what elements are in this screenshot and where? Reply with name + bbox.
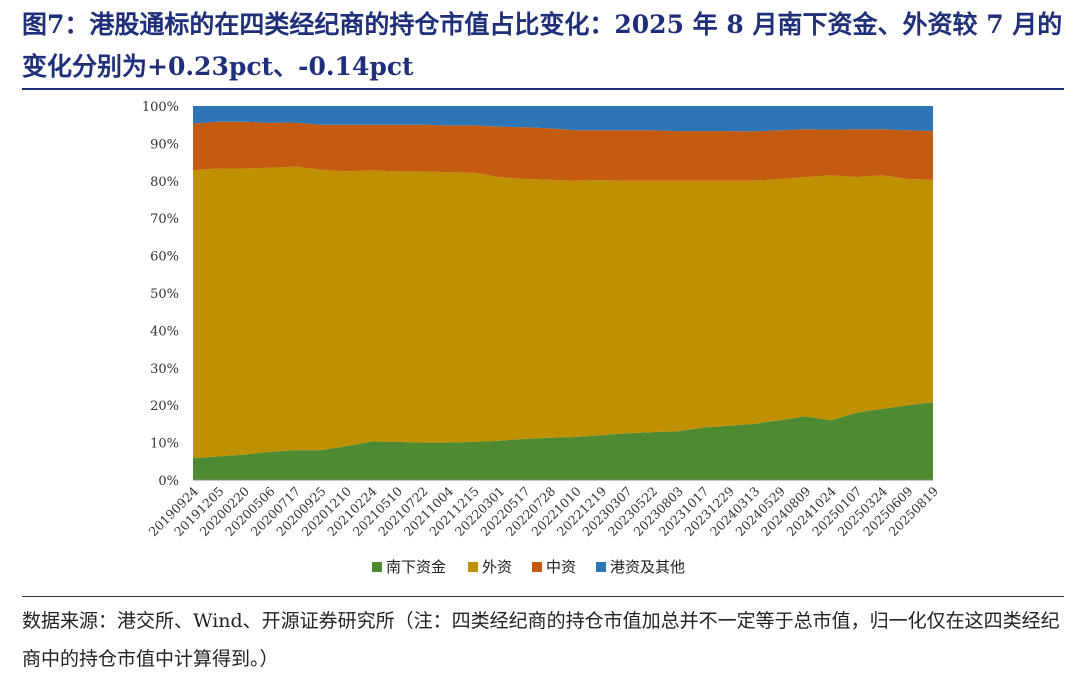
y-axis: 0% 10% 20% 30% 40% 50% 60% 70% 80% 90% 100%	[142, 100, 179, 489]
y-tick-label: 50%	[150, 287, 179, 302]
y-tick-label: 40%	[150, 324, 179, 339]
area-series-2	[193, 121, 933, 181]
legend-label: 港资及其他	[610, 558, 685, 576]
y-tick-label: 20%	[150, 399, 179, 414]
y-tick-label: 0%	[158, 474, 179, 489]
legend-swatch	[372, 562, 382, 572]
legend-label: 南下资金	[386, 558, 446, 576]
y-tick-label: 80%	[150, 175, 179, 190]
legend-label: 中资	[546, 558, 576, 576]
area-series	[193, 106, 933, 480]
legend-label: 外资	[482, 558, 512, 576]
legend: 南下资金 外资 中资 港资及其他	[372, 558, 685, 576]
source-note: 数据来源：港交所、Wind、开源证券研究所（注：四类经纪商的持仓市值加总并不一定…	[22, 610, 1060, 670]
title-divider	[22, 88, 1064, 90]
x-axis: 2019092420191205202002202020050620200717…	[146, 479, 941, 539]
legend-swatch	[468, 562, 478, 572]
area-series-1	[193, 166, 933, 459]
y-tick-label: 90%	[150, 137, 179, 152]
stacked-area-chart: 0% 10% 20% 30% 40% 50% 60% 70% 80% 90% 100% 201909…	[142, 100, 941, 576]
source-divider	[22, 596, 1064, 597]
area-series-3	[193, 106, 933, 132]
y-tick-label: 30%	[150, 362, 179, 377]
y-tick-label: 70%	[150, 212, 179, 227]
y-tick-label: 100%	[142, 100, 179, 115]
y-tick-label: 10%	[150, 437, 179, 452]
y-tick-label: 60%	[150, 250, 179, 265]
area-series-0	[193, 402, 933, 480]
legend-swatch	[532, 562, 542, 572]
chart-title: 图7：港股通标的在四类经纪商的持仓市值占比变化：2025 年 8 月南下资金、外…	[22, 10, 1063, 81]
legend-swatch	[596, 562, 606, 572]
